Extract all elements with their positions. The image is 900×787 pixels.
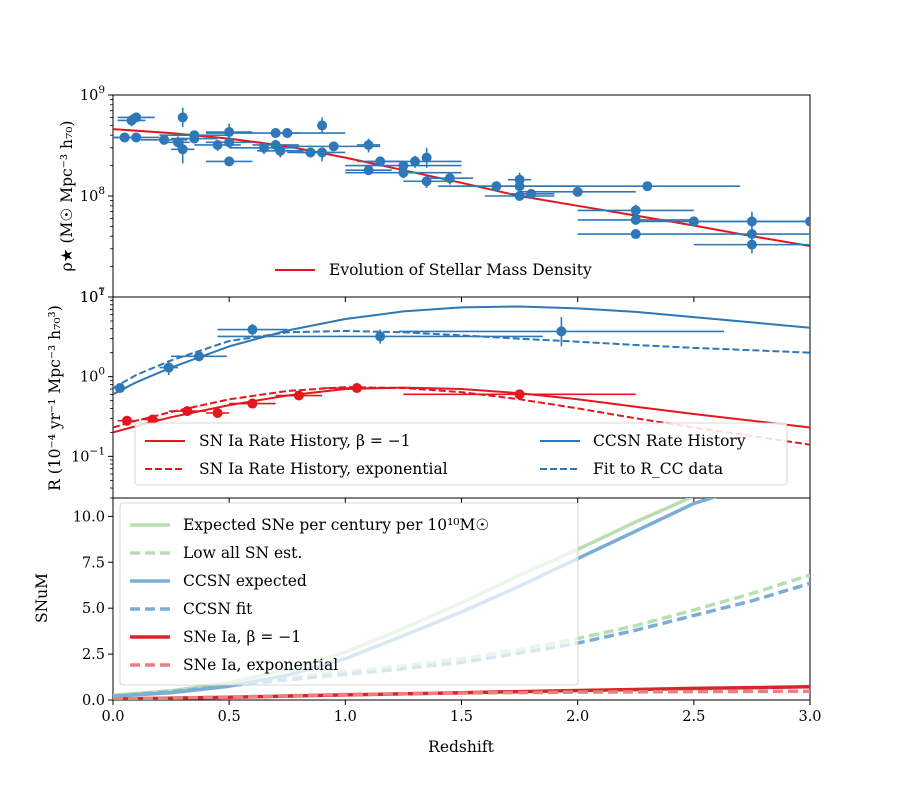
legend-label-sn-ia-exp: SN Ia Rate History, exponential [199, 460, 448, 478]
middle-series-5-point-2 [171, 351, 227, 362]
top-series-1-point-37 [519, 186, 636, 197]
top-series-1-point-38 [554, 181, 741, 192]
top-series-1-point-28 [368, 155, 462, 168]
middle-series-0-line [113, 386, 810, 434]
top-series-1-point-9 [171, 133, 218, 144]
top-series-1-point-20 [317, 117, 328, 134]
bottom-ytick-label-1: 2.5 [82, 647, 105, 663]
middle-series-5-point-1 [159, 360, 179, 375]
top-legend-label: Evolution of Stellar Mass Density [329, 261, 592, 279]
xtick-label-0: 0.0 [101, 709, 124, 725]
bottom-ytick-label-3: 7.5 [82, 555, 105, 571]
legend-label-ccsn-history: CCSN Rate History [593, 432, 746, 450]
middle-ytick-label-0: 10−1 [71, 445, 105, 465]
middle-series-1-line [113, 386, 810, 446]
middle-ytick-label-2: 101 [80, 286, 105, 306]
legend-label-low-all-sn: Low all SN est. [183, 544, 302, 562]
legend-label-ccsn-expected: CCSN expected [183, 572, 307, 590]
xtick-label-4: 2.0 [566, 709, 589, 725]
middle-panel-marks [113, 305, 810, 446]
legend-label-expected-sne: Expected SNe per century per 10¹⁰M☉ [183, 516, 489, 534]
top-series-1-point-6 [177, 107, 188, 128]
middle-series-4-point-0 [117, 415, 137, 426]
middle-series-4-point-3 [205, 407, 230, 418]
middle-series-2-line [113, 305, 810, 396]
top-ytick-label-2: 109 [80, 84, 105, 104]
top-panel: 107 108 109 ρ★ (M☉ Mpc⁻³ h₇₀) Evolution of… [58, 84, 811, 306]
top-series-1-point-23 [356, 138, 381, 153]
middle-series-5-point-0 [113, 383, 127, 394]
bottom-ytick-label-2: 5.0 [82, 601, 105, 617]
bottom-y-ticks: 0.0 2.5 5.0 7.5 10.0 [73, 509, 811, 709]
middle-ytick-label-1: 100 [80, 366, 105, 386]
middle-series-4-point-7 [403, 389, 636, 400]
top-series-1-point-13 [205, 156, 253, 167]
middle-series-4-point-4 [229, 398, 276, 409]
top-series-1-point-16 [275, 128, 299, 139]
legend-label-sne-ia-beta: SNe Ia, β = −1 [183, 628, 301, 646]
middle-ylabel: R (10⁻⁴ yr⁻¹ Mpc⁻³ h₇₀³) [46, 305, 64, 491]
top-series-1-point-44 [693, 229, 810, 240]
legend-label-sne-ia-exp: SNe Ia, exponential [183, 656, 338, 674]
top-legend: Evolution of Stellar Mass Density [275, 261, 592, 279]
bottom-legend: Expected SNe per century per 10¹⁰M☉ Low … [119, 502, 579, 686]
x-axis-label: Redshift [428, 738, 494, 756]
top-ytick-label-0: 107 [80, 286, 105, 306]
top-series-1-point-3 [113, 132, 160, 143]
middle-series-4-point-2 [168, 406, 206, 417]
bottom-ytick-label-4: 10.0 [73, 509, 105, 525]
bottom-ytick-label-0: 0.0 [82, 693, 105, 709]
top-panel-marks [113, 107, 810, 254]
legend-label-ccsn-fit: CCSN fit [183, 600, 253, 618]
top-series-1-point-18 [257, 144, 304, 158]
x-ticks: 0.0 0.5 1.0 1.5 2.0 2.5 3.0 [101, 709, 821, 725]
middle-series-3-line [113, 329, 810, 389]
top-series-1-point-2 [117, 112, 155, 123]
xtick-label-6: 3.0 [798, 709, 821, 725]
bottom-series-5-line [113, 689, 810, 700]
top-series-1-point-27 [345, 167, 462, 179]
middle-legend-box [134, 422, 788, 486]
top-series-1-point-40 [577, 214, 694, 225]
top-series-1-point-21 [298, 147, 346, 162]
top-series-1-point-29 [421, 147, 432, 168]
bottom-ylabel: SNuM [33, 573, 51, 623]
middle-legend: SN Ia Rate History, β = −1 SN Ia Rate Hi… [134, 422, 788, 486]
middle-series-4-point-5 [275, 390, 323, 401]
xtick-label-2: 1.0 [334, 709, 357, 725]
top-ylabel: ρ★ (M☉ Mpc⁻³ h₇₀) [58, 121, 76, 272]
middle-panel: 10−1 100 101 R (10⁻⁴ yr⁻¹ Mpc⁻³ h₇₀³) SN I… [46, 286, 811, 503]
middle-series-5-point-3 [217, 323, 288, 336]
top-ytick-label-1: 108 [80, 185, 105, 205]
middle-series-5-point-5 [398, 317, 725, 347]
bottom-panel: 0.0 2.5 5.0 7.5 10.0 0.0 0.5 1.0 1.5 2.0 2.5 3.0 S… [33, 497, 822, 756]
top-series-1-point-41 [577, 229, 694, 240]
top-series-1-point-7 [171, 137, 195, 164]
top-series-1-point-12 [205, 137, 253, 148]
middle-y-ticks: 10−1 100 101 [71, 286, 811, 503]
top-series-1-point-39 [577, 204, 694, 217]
xtick-label-5: 2.5 [682, 709, 705, 725]
top-series-1-point-46 [751, 211, 810, 231]
xtick-label-1: 0.5 [218, 709, 241, 725]
middle-series-5-point-4 [217, 329, 543, 344]
top-series-1-point-26 [345, 160, 462, 171]
bottom-legend-box [119, 502, 579, 686]
middle-series-4-point-6 [322, 383, 392, 394]
top-series-1-point-45 [693, 236, 810, 254]
legend-label-rcc-fit: Fit to R_CC data [593, 460, 723, 478]
middle-series-4-point-1 [140, 414, 165, 425]
xtick-label-3: 1.5 [450, 709, 473, 725]
top-series-1-point-31 [426, 172, 474, 185]
legend-label-sn-ia-beta: SN Ia Rate History, β = −1 [199, 432, 411, 450]
